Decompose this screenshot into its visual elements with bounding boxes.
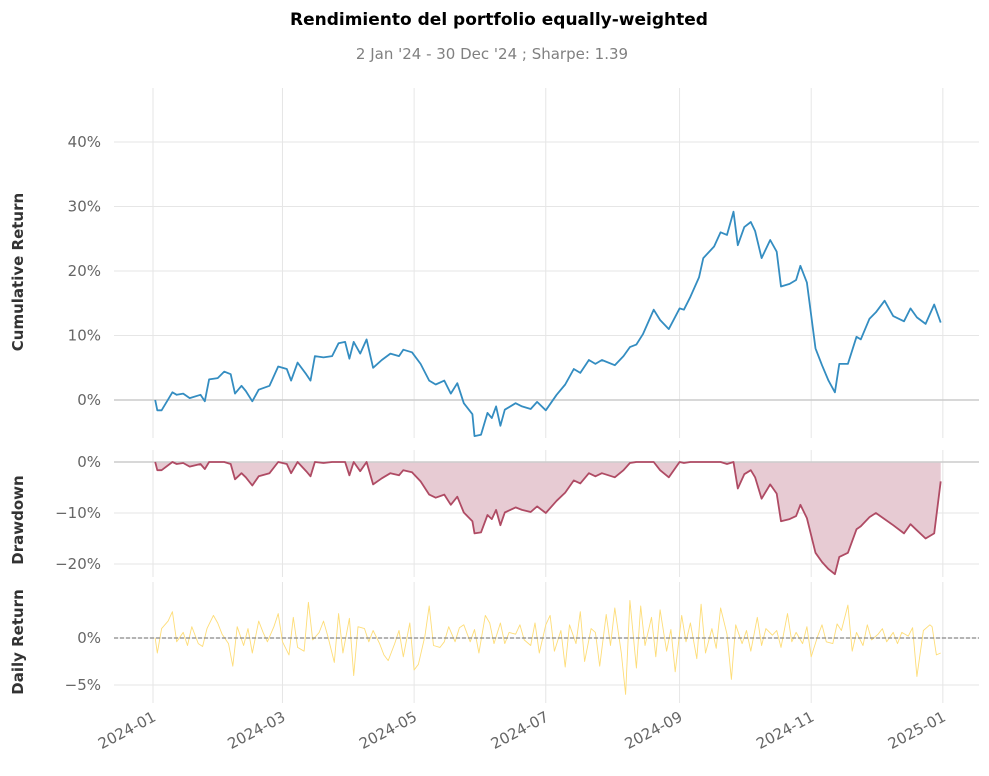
y-tick-label: 0% <box>77 453 101 471</box>
y-tick-label: 40% <box>68 133 101 151</box>
y-tick-label: 30% <box>68 198 101 216</box>
cumulative-return-panel: 0% 10% 20% 30% 40% <box>68 133 979 437</box>
daily-return-line <box>154 599 941 695</box>
drawdown-panel: 0% −10% −20% <box>55 453 979 576</box>
x-axis-ticks: 2024-01 2024-03 2024-05 2024-07 2024-09 2024-… <box>95 708 949 753</box>
y-tick-label: −5% <box>65 676 101 694</box>
y-tick-label: −10% <box>55 504 101 522</box>
x-tick-label: 2024-01 <box>95 708 159 753</box>
drawdown-area <box>155 462 941 575</box>
y-tick-label: 10% <box>68 327 101 345</box>
x-tick-label: 2024-07 <box>488 708 552 753</box>
y-tick-label: 20% <box>68 262 101 280</box>
daily-return-panel: 0% −5% <box>65 599 979 695</box>
x-gridlines <box>152 88 944 703</box>
drawdown-ylabel: Drawdown <box>9 475 27 564</box>
x-tick-label: 2024-05 <box>356 708 420 753</box>
daily-ylabel: Daily Return <box>9 589 27 695</box>
chart-subtitle: 2 Jan '24 - 30 Dec '24 ; Sharpe: 1.39 <box>356 45 628 63</box>
x-tick-label: 2025-01 <box>885 708 949 753</box>
y-tick-label: 0% <box>77 391 101 409</box>
cumulative-ylabel: Cumulative Return <box>9 193 27 351</box>
x-tick-label: 2024-03 <box>225 708 289 753</box>
y-tick-label: 0% <box>77 629 101 647</box>
y-tick-label: −20% <box>55 555 101 573</box>
cumulative-return-line <box>154 210 942 437</box>
x-tick-label: 2024-11 <box>753 708 817 753</box>
x-tick-label: 2024-09 <box>622 708 686 753</box>
drawdown-line <box>154 461 942 576</box>
chart-title: Rendimiento del portfolio equally-weight… <box>290 10 708 30</box>
